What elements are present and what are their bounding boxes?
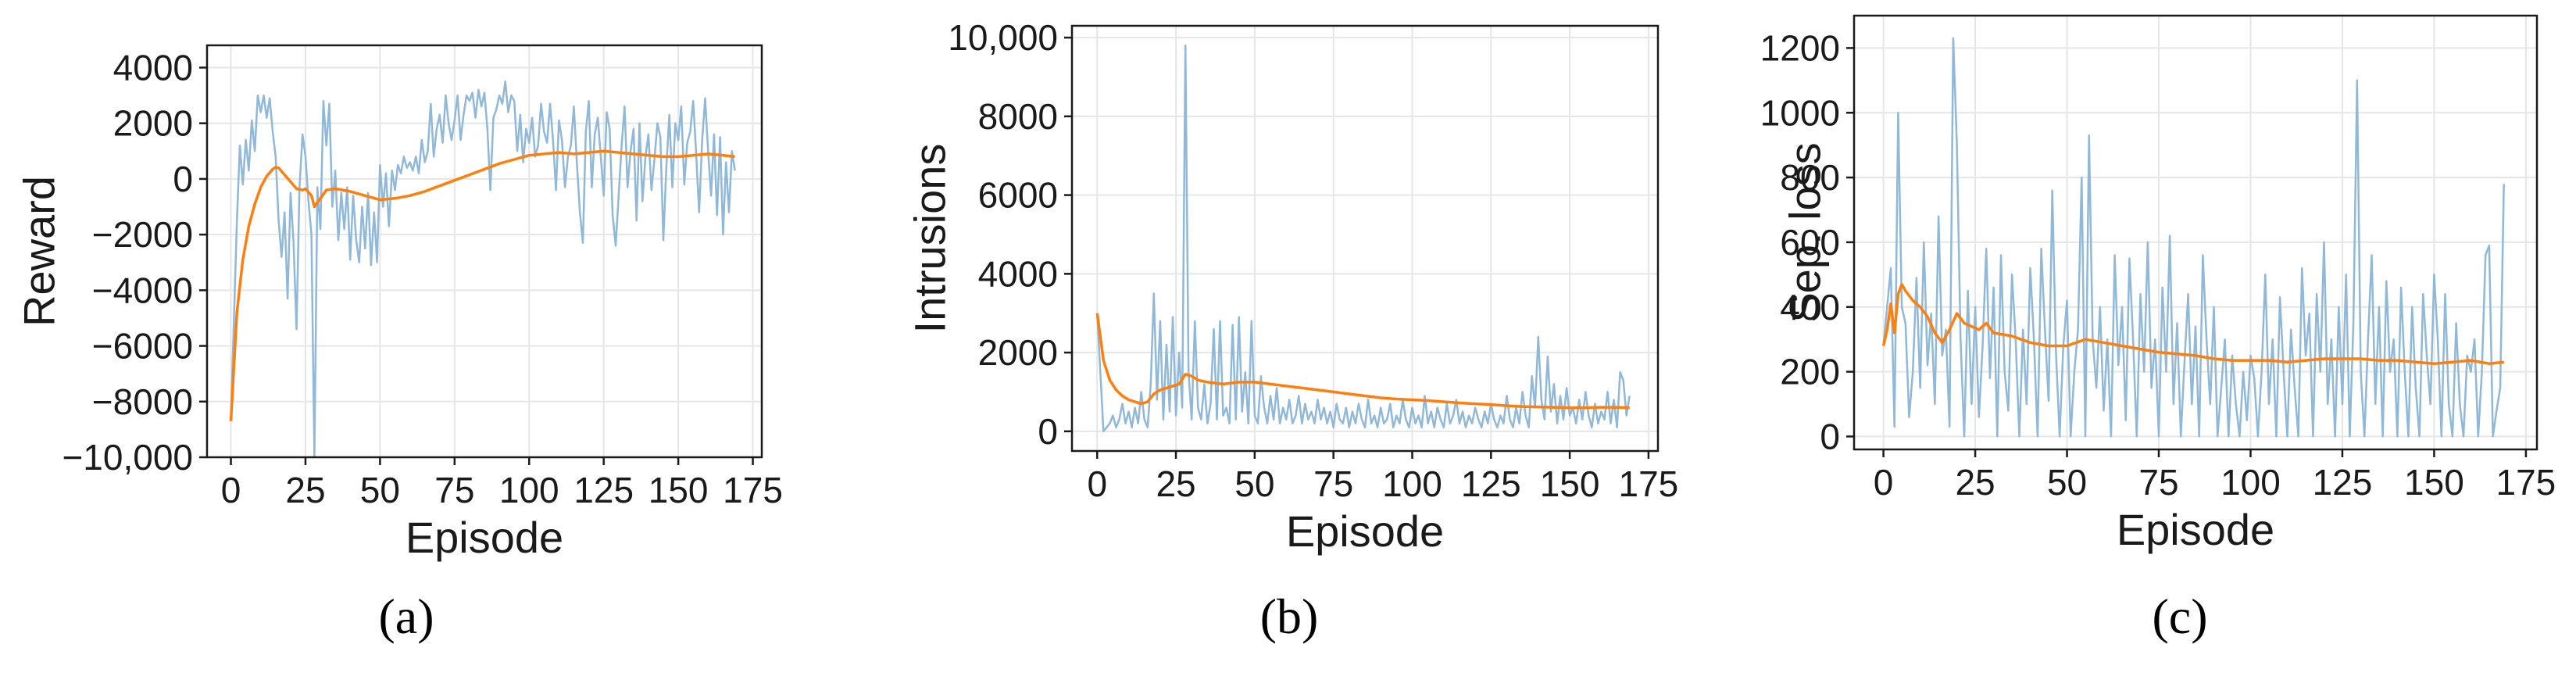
raw-series-line (1096, 44, 1631, 433)
x-tick-label: 125 (2313, 462, 2373, 503)
y-tick-label: 2000 (978, 332, 1058, 373)
x-axis-label: Episode (1286, 506, 1444, 556)
x-tick-label: 0 (1087, 463, 1107, 504)
y-tick-label: 4000 (978, 253, 1058, 294)
x-axis-label: Episode (2117, 505, 2274, 554)
y-axis-label: Sep. loss (1781, 142, 1830, 322)
y-tick-label: 6000 (978, 175, 1058, 216)
x-tick-label: 75 (434, 470, 474, 510)
y-tick-label: −8000 (92, 381, 193, 422)
y-tick-label: 8000 (978, 96, 1058, 137)
x-tick-label: 100 (1382, 463, 1442, 504)
x-tick-label: 175 (1619, 463, 1679, 504)
raw-series-line (1882, 37, 2505, 438)
x-tick-label: 0 (221, 470, 241, 510)
x-tick-label: 75 (2138, 462, 2178, 503)
x-tick-label: 150 (2404, 462, 2464, 503)
chart-panel-3: 0 25 50 75 100 125 150 175 0 200 400 600 800 1000 1200… (1760, 14, 2556, 644)
panel-label: (a) (378, 589, 434, 644)
x-tick-label: 175 (2496, 462, 2556, 503)
x-tick-label: 25 (1955, 462, 1995, 503)
y-tick-label: 1000 (1760, 92, 1840, 133)
chart-panel-2: 0 25 50 75 100 125 150 175 0 2000 4000 6000 8000 10,0… (906, 17, 1679, 644)
plot-frame (1070, 24, 1660, 453)
x-tick-label: 0 (1874, 462, 1894, 503)
y-tick-label: −2000 (92, 214, 193, 255)
x-tick-label: 75 (1313, 463, 1353, 504)
y-tick-label: −6000 (92, 326, 193, 367)
x-tick-label: 50 (2047, 462, 2087, 503)
x-tick-label: 25 (1156, 463, 1195, 504)
panel-label: (b) (1260, 589, 1319, 644)
y-tick-label: 10,000 (948, 17, 1058, 58)
y-tick-label: 200 (1780, 352, 1840, 392)
smoothed-series-line (1095, 313, 1630, 410)
y-tick-label: 600 (1780, 222, 1840, 263)
raw-series-line (230, 81, 736, 459)
panel-label: (c) (2152, 589, 2207, 644)
y-tick-label: 400 (1780, 287, 1840, 327)
x-tick-label: 150 (1540, 463, 1600, 504)
y-tick-label: 0 (1038, 411, 1058, 452)
x-tick-label: 125 (573, 470, 634, 510)
y-tick-label: 0 (1820, 416, 1840, 456)
y-tick-label: −10,000 (62, 437, 193, 478)
x-tick-label: 25 (285, 470, 325, 510)
x-tick-label: 100 (499, 470, 559, 510)
x-tick-label: 175 (723, 470, 783, 510)
x-tick-label: 150 (648, 470, 709, 510)
plot-frame (1853, 14, 2538, 451)
y-tick-label: 4000 (113, 47, 193, 88)
y-axis-label: Reward (15, 176, 64, 327)
smoothed-series-line (1881, 283, 2504, 365)
chart-panel-1: 0 25 50 75 100 125 150 175 −10,000 −8000 −6000 −400… (15, 44, 783, 644)
y-axis-label: Intrusions (906, 144, 955, 334)
y-tick-label: 1200 (1760, 27, 1840, 68)
y-tick-label: 800 (1780, 157, 1840, 198)
y-tick-label: 2000 (113, 103, 193, 144)
y-tick-label: 0 (173, 159, 193, 199)
plot-frame (205, 44, 763, 459)
x-axis-label: Episode (406, 513, 563, 562)
smoothed-series-line (229, 149, 735, 421)
x-tick-label: 125 (1461, 463, 1521, 504)
x-tick-label: 100 (2221, 462, 2281, 503)
y-tick-label: −4000 (92, 270, 193, 310)
x-tick-label: 50 (1234, 463, 1274, 504)
x-tick-label: 50 (360, 470, 400, 510)
